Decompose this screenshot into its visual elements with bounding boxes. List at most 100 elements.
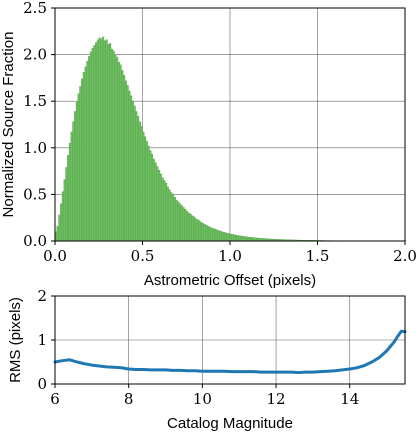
rms-y-tick-label: 1 xyxy=(37,331,47,349)
histogram-bar xyxy=(56,225,59,242)
histogram-x-tick-label: 0.5 xyxy=(131,247,155,265)
histogram-bar xyxy=(105,39,108,242)
histogram-panel: 0.0 0.5 1.0 1.5 2.0 0.0 0.5 1.0 1.5 2.0 2.5 Astrom… xyxy=(0,0,416,289)
histogram-bar xyxy=(151,154,154,242)
histogram-bar xyxy=(240,235,243,242)
rms-series-line xyxy=(53,329,407,375)
histogram-bar xyxy=(126,85,129,242)
histogram-bar xyxy=(191,215,194,242)
histogram-bar xyxy=(137,115,140,242)
histogram-bar xyxy=(235,234,238,242)
histogram-bar xyxy=(207,225,210,242)
histogram-bar xyxy=(247,236,250,242)
histogram-ticks: 0.0 0.5 1.0 1.5 2.0 0.0 0.5 1.0 1.5 2.0 2.5 xyxy=(23,0,416,265)
histogram-bar xyxy=(95,42,98,242)
histogram-bar xyxy=(184,209,187,242)
histogram-bar xyxy=(103,40,106,242)
rms-x-tick-label: 10 xyxy=(193,390,212,408)
histogram-bar xyxy=(138,121,141,242)
histogram-bar xyxy=(243,236,246,242)
histogram-bar xyxy=(236,235,239,242)
histogram-bar xyxy=(245,236,248,242)
histogram-bar xyxy=(61,191,64,242)
histogram-bar xyxy=(221,231,224,242)
histogram-bar xyxy=(201,223,204,242)
histogram-bar xyxy=(210,227,213,242)
histogram-bar xyxy=(212,228,215,242)
histogram-bar xyxy=(214,228,217,242)
histogram-bar xyxy=(189,213,192,242)
histogram-bar xyxy=(100,38,103,242)
histogram-bar xyxy=(133,105,136,242)
histogram-bar xyxy=(224,232,227,242)
histogram-bar xyxy=(208,226,211,242)
histogram-bar xyxy=(152,158,155,242)
histogram-bar xyxy=(72,121,75,242)
rms-y-axis-label: RMS (pixels) xyxy=(7,297,24,383)
histogram-bar xyxy=(68,142,71,242)
rms-x-tick-label: 14 xyxy=(340,390,359,408)
histogram-y-tick-label: 0.0 xyxy=(23,232,47,250)
histogram-bar xyxy=(79,86,82,242)
histogram-bar xyxy=(117,61,120,242)
rms-y-tick-label: 2 xyxy=(37,287,47,305)
histogram-bar xyxy=(177,201,180,242)
histogram-bar xyxy=(149,150,152,242)
histogram-bar xyxy=(179,203,182,242)
histogram-y-tick-label: 1.0 xyxy=(23,139,47,157)
histogram-bar xyxy=(107,44,110,242)
histogram-bar xyxy=(70,131,73,242)
histogram-bar xyxy=(102,36,105,242)
histogram-bar xyxy=(114,54,117,242)
histogram-bar xyxy=(123,74,126,242)
histogram-bar xyxy=(88,56,91,242)
rms-x-tick-label: 6 xyxy=(50,390,60,408)
histogram-bar xyxy=(180,205,183,242)
histogram-x-tick-label: 0.0 xyxy=(43,247,67,265)
histogram-bar xyxy=(182,207,185,242)
histogram-bar xyxy=(226,232,229,242)
histogram-bar xyxy=(121,70,124,242)
histogram-bar xyxy=(228,233,231,242)
rms-x-tick-label: 8 xyxy=(124,390,134,408)
histogram-bar xyxy=(140,126,143,242)
histogram-bar xyxy=(238,235,241,242)
histogram-x-tick-label: 2.0 xyxy=(393,247,416,265)
histogram-bar xyxy=(116,57,119,242)
histogram-y-tick-label: 1.5 xyxy=(23,92,47,110)
histogram-bar xyxy=(74,111,77,242)
histogram-bar xyxy=(194,218,197,242)
histogram-bar xyxy=(163,180,166,242)
histogram-bar xyxy=(93,45,96,242)
histogram-bar xyxy=(203,224,206,242)
histogram-bar xyxy=(159,173,162,242)
histogram-bar xyxy=(161,177,164,242)
histogram-x-axis-label: Astrometric Offset (pixels) xyxy=(144,272,316,289)
histogram-bar xyxy=(165,183,168,242)
histogram-bar xyxy=(82,72,85,242)
rms-x-axis-label: Catalog Magnitude xyxy=(167,415,293,432)
histogram-bar xyxy=(131,101,134,242)
histogram-bar xyxy=(229,233,232,242)
rms-y-tick-label: 0 xyxy=(37,375,47,393)
histogram-bar xyxy=(154,162,157,242)
histogram-bar xyxy=(172,194,175,242)
histogram-bar xyxy=(128,90,131,242)
histogram-bar xyxy=(110,48,113,242)
histogram-bars xyxy=(54,36,407,242)
histogram-bar xyxy=(63,179,66,242)
rms-x-tick-label: 12 xyxy=(267,390,286,408)
histogram-bar xyxy=(86,60,89,242)
histogram-bar xyxy=(252,237,255,242)
histogram-bar xyxy=(166,186,169,242)
histogram-bar xyxy=(142,131,145,242)
histogram-bar xyxy=(98,37,101,242)
histogram-bar xyxy=(217,230,220,242)
histogram-bar xyxy=(112,50,115,242)
histogram-bar xyxy=(75,101,78,242)
histogram-bar xyxy=(124,80,127,242)
histogram-bar xyxy=(158,170,161,242)
histogram-bar xyxy=(144,136,147,242)
histogram-bar xyxy=(81,78,84,242)
